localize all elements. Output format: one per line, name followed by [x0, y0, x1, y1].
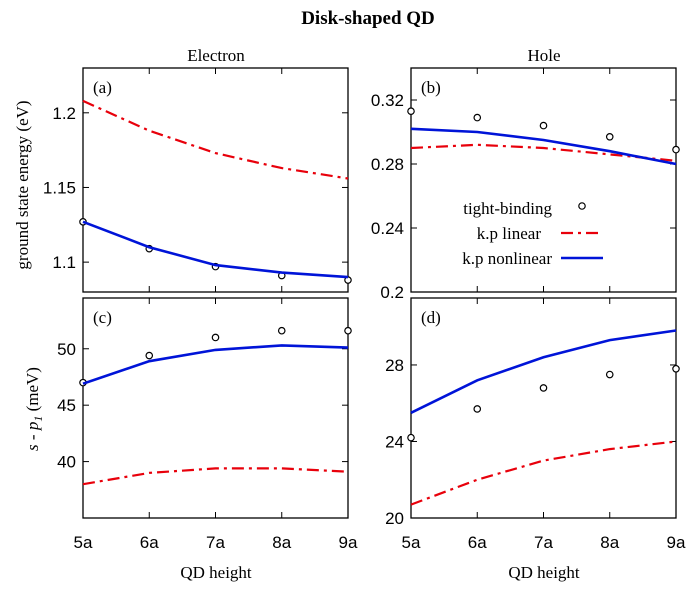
x-tick-label-8a: 8a — [272, 533, 291, 552]
plot-frame-a — [82, 67, 349, 293]
series-line-k-p-linear — [410, 143, 677, 162]
y-tick-label: 1.1 — [52, 253, 76, 272]
data-point-tight-binding — [407, 107, 415, 116]
x-tick-label-5a: 5a — [74, 533, 93, 552]
y-tick-label: 28 — [385, 356, 404, 375]
series-line-k-p-linear — [410, 440, 677, 506]
series-line-k-p-nonlinear — [82, 344, 349, 385]
data-point-tight-binding — [211, 333, 220, 342]
panel-label-d: (d) — [421, 308, 441, 327]
data-point-tight-binding — [605, 370, 614, 379]
y-tick-label: 40 — [57, 453, 76, 472]
panel-d: 5a 6a 7a 8a 9a 20 24 28 (d) — [385, 297, 686, 552]
y-tick-label: 0.28 — [371, 155, 404, 174]
panel-label-c: (c) — [93, 308, 112, 327]
plot-frame-c — [82, 297, 349, 519]
series-line-k-p-nonlinear — [410, 329, 677, 414]
x-tick-label-6a: 6a — [140, 533, 159, 552]
legend: tight-binding k.p linear k.p nonlinear — [462, 199, 603, 268]
data-point-tight-binding — [473, 113, 482, 122]
y-tick-label: 0.24 — [371, 219, 404, 238]
legend-label-tight-binding: tight-binding — [463, 199, 552, 218]
y-tick-label: 0.32 — [371, 91, 404, 110]
data-point-tight-binding — [344, 326, 352, 335]
panel-b: 0.2 0.24 0.28 0.32 (b) — [371, 67, 680, 302]
data-point-tight-binding — [145, 351, 154, 360]
data-point-tight-binding — [277, 326, 286, 335]
series-line-k-p-linear — [82, 467, 349, 486]
x-tick-label-7a: 7a — [534, 533, 553, 552]
panel-label-a: (a) — [93, 78, 112, 97]
data-point-tight-binding — [539, 121, 548, 130]
plot-frame-d — [410, 297, 677, 519]
data-point-tight-binding — [473, 405, 482, 413]
series-line-k-p-nonlinear — [410, 127, 677, 166]
data-point-tight-binding — [672, 145, 680, 154]
column-title-electron: Electron — [187, 46, 245, 65]
y-axis-label-bottom: s - p1 (meV) — [23, 367, 45, 451]
data-point-tight-binding — [605, 133, 614, 141]
x-tick-label-9a: 9a — [667, 533, 686, 552]
x-tick-label-6a: 6a — [468, 533, 487, 552]
legend-label-kp-nonlinear: k.p nonlinear — [462, 249, 552, 268]
x-tick-label-9a: 9a — [339, 533, 358, 552]
panels: 1.1 1.15 1.2 (a) 0.2 0.24 0.28 0.32 (b) 5a 6a 7a 8a 9… — [43, 67, 686, 552]
series-line-k-p-nonlinear — [82, 220, 349, 279]
x-axis-label-hole: QD height — [508, 563, 580, 582]
data-point-tight-binding — [407, 433, 415, 442]
data-point-tight-binding — [672, 364, 680, 373]
y-tick-label: 0.2 — [380, 283, 404, 302]
legend-marker-tight-binding — [578, 202, 586, 210]
y-tick-label: 1.2 — [52, 104, 76, 123]
column-title-hole: Hole — [527, 46, 560, 65]
panel-c: 5a 6a 7a 8a 9a 40 45 50 (c) — [57, 297, 358, 552]
y-axis-label-top: ground state energy (eV) — [13, 100, 32, 269]
x-tick-label-7a: 7a — [206, 533, 225, 552]
x-axis-label-electron: QD height — [180, 563, 252, 582]
figure-title: Disk-shaped QD — [301, 8, 435, 29]
y-tick-label: 1.15 — [43, 178, 76, 197]
y-tick-label: 20 — [385, 509, 404, 528]
x-tick-label-5a: 5a — [402, 533, 421, 552]
data-point-tight-binding — [539, 384, 548, 392]
panel-label-b: (b) — [421, 78, 441, 97]
legend-label-kp-linear: k.p linear — [477, 224, 542, 243]
x-tick-label-8a: 8a — [600, 533, 619, 552]
y-tick-label: 45 — [57, 396, 76, 415]
panel-a: 1.1 1.15 1.2 (a) — [43, 67, 352, 293]
series-line-k-p-linear — [82, 99, 349, 180]
y-tick-label: 50 — [57, 340, 76, 359]
y-tick-label: 24 — [385, 432, 404, 451]
